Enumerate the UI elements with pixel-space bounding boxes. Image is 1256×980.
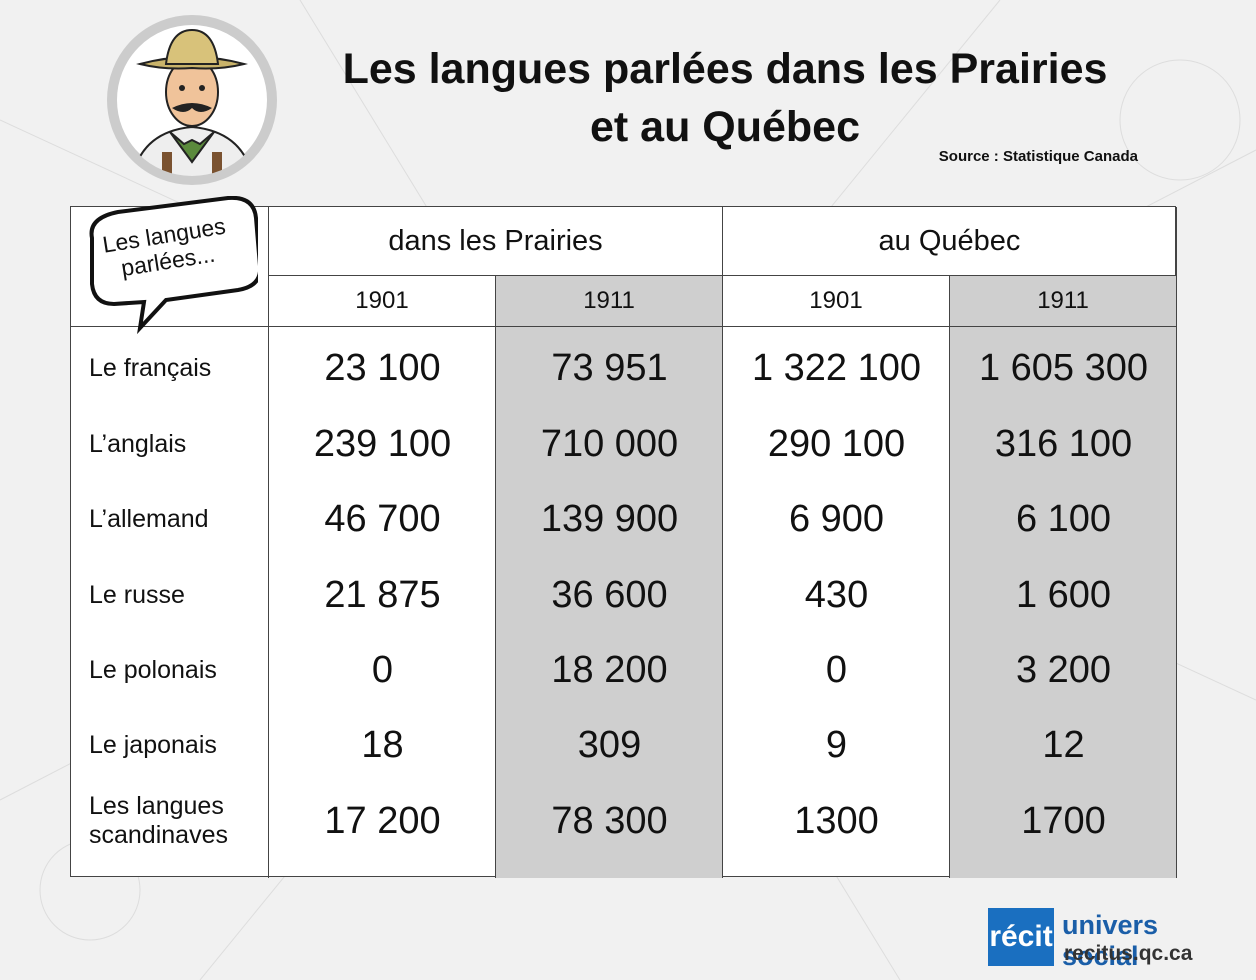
row-label: Le russe — [89, 580, 185, 609]
group-header: dans les Prairies — [269, 207, 723, 276]
logo-brand: récit — [988, 908, 1054, 966]
row-label: Le français — [89, 354, 212, 383]
column-band — [723, 327, 950, 878]
column-band — [950, 327, 1177, 878]
value-cell: 18 200 — [551, 649, 668, 692]
speech-bubble — [89, 196, 258, 335]
value-cell: 36 600 — [551, 573, 668, 616]
value-cell: 21 875 — [324, 573, 441, 616]
value-cell: 316 100 — [994, 422, 1133, 465]
value-cell: 430 — [804, 573, 869, 616]
value-cell: 3 200 — [1015, 649, 1112, 692]
group-header: au Québec — [723, 207, 1177, 276]
year-header: 1901 — [723, 276, 950, 327]
row-label: L’allemand — [89, 505, 209, 534]
row-label: Le polonais — [89, 656, 217, 685]
row-label: L’anglais — [89, 429, 187, 458]
value-cell: 1300 — [794, 799, 879, 842]
value-cell: 710 000 — [540, 422, 679, 465]
value-cell: 73 951 — [551, 347, 668, 390]
year-header: 1911 — [950, 276, 1177, 327]
data-table: dans les Prairies au Québec 1901 1911 1901 19… — [70, 206, 1177, 878]
corner-cell — [71, 207, 269, 327]
title-line: et au Québec — [589, 103, 861, 151]
label-column — [71, 327, 269, 878]
value-cell: 78 300 — [551, 799, 668, 842]
row-label: Le japonais — [89, 731, 217, 760]
title-line: Les langues parlées dans les Prairies — [342, 45, 1108, 93]
character-icon — [107, 15, 277, 185]
value-cell: 9 — [825, 724, 848, 767]
row-label: Les langues scandinaves — [89, 792, 228, 850]
column-band — [496, 327, 723, 878]
column-band — [269, 327, 496, 878]
value-cell: 6 100 — [1015, 498, 1112, 541]
value-cell: 1700 — [1021, 799, 1106, 842]
logo-url: recitus.qc.ca — [1064, 942, 1193, 965]
year-header: 1901 — [269, 276, 496, 327]
value-cell: 1 605 300 — [978, 347, 1149, 390]
source: Source : Statistique Canada — [938, 148, 1138, 165]
value-cell: 12 — [1042, 724, 1085, 767]
year-header: 1911 — [496, 276, 723, 327]
value-cell: 0 — [371, 649, 394, 692]
value-cell: 139 900 — [540, 498, 679, 541]
value-cell: 6 900 — [788, 498, 885, 541]
logo-name: univers social — [1062, 910, 1159, 971]
value-cell: 1 600 — [1015, 573, 1112, 616]
value-cell: 46 700 — [324, 498, 441, 541]
value-cell: 18 — [361, 724, 404, 767]
value-cell: 239 100 — [313, 422, 452, 465]
value-cell: 290 100 — [767, 422, 906, 465]
title: Les langues parlées dans les Prairies et … — [280, 40, 1170, 156]
value-cell: 0 — [825, 649, 848, 692]
value-cell: 1 322 100 — [751, 347, 922, 390]
logo: récit univers social recitus.qc.ca — [988, 908, 1228, 971]
value-cell: 23 100 — [324, 347, 441, 390]
value-cell: 309 — [577, 724, 642, 767]
value-cell: 17 200 — [324, 799, 441, 842]
